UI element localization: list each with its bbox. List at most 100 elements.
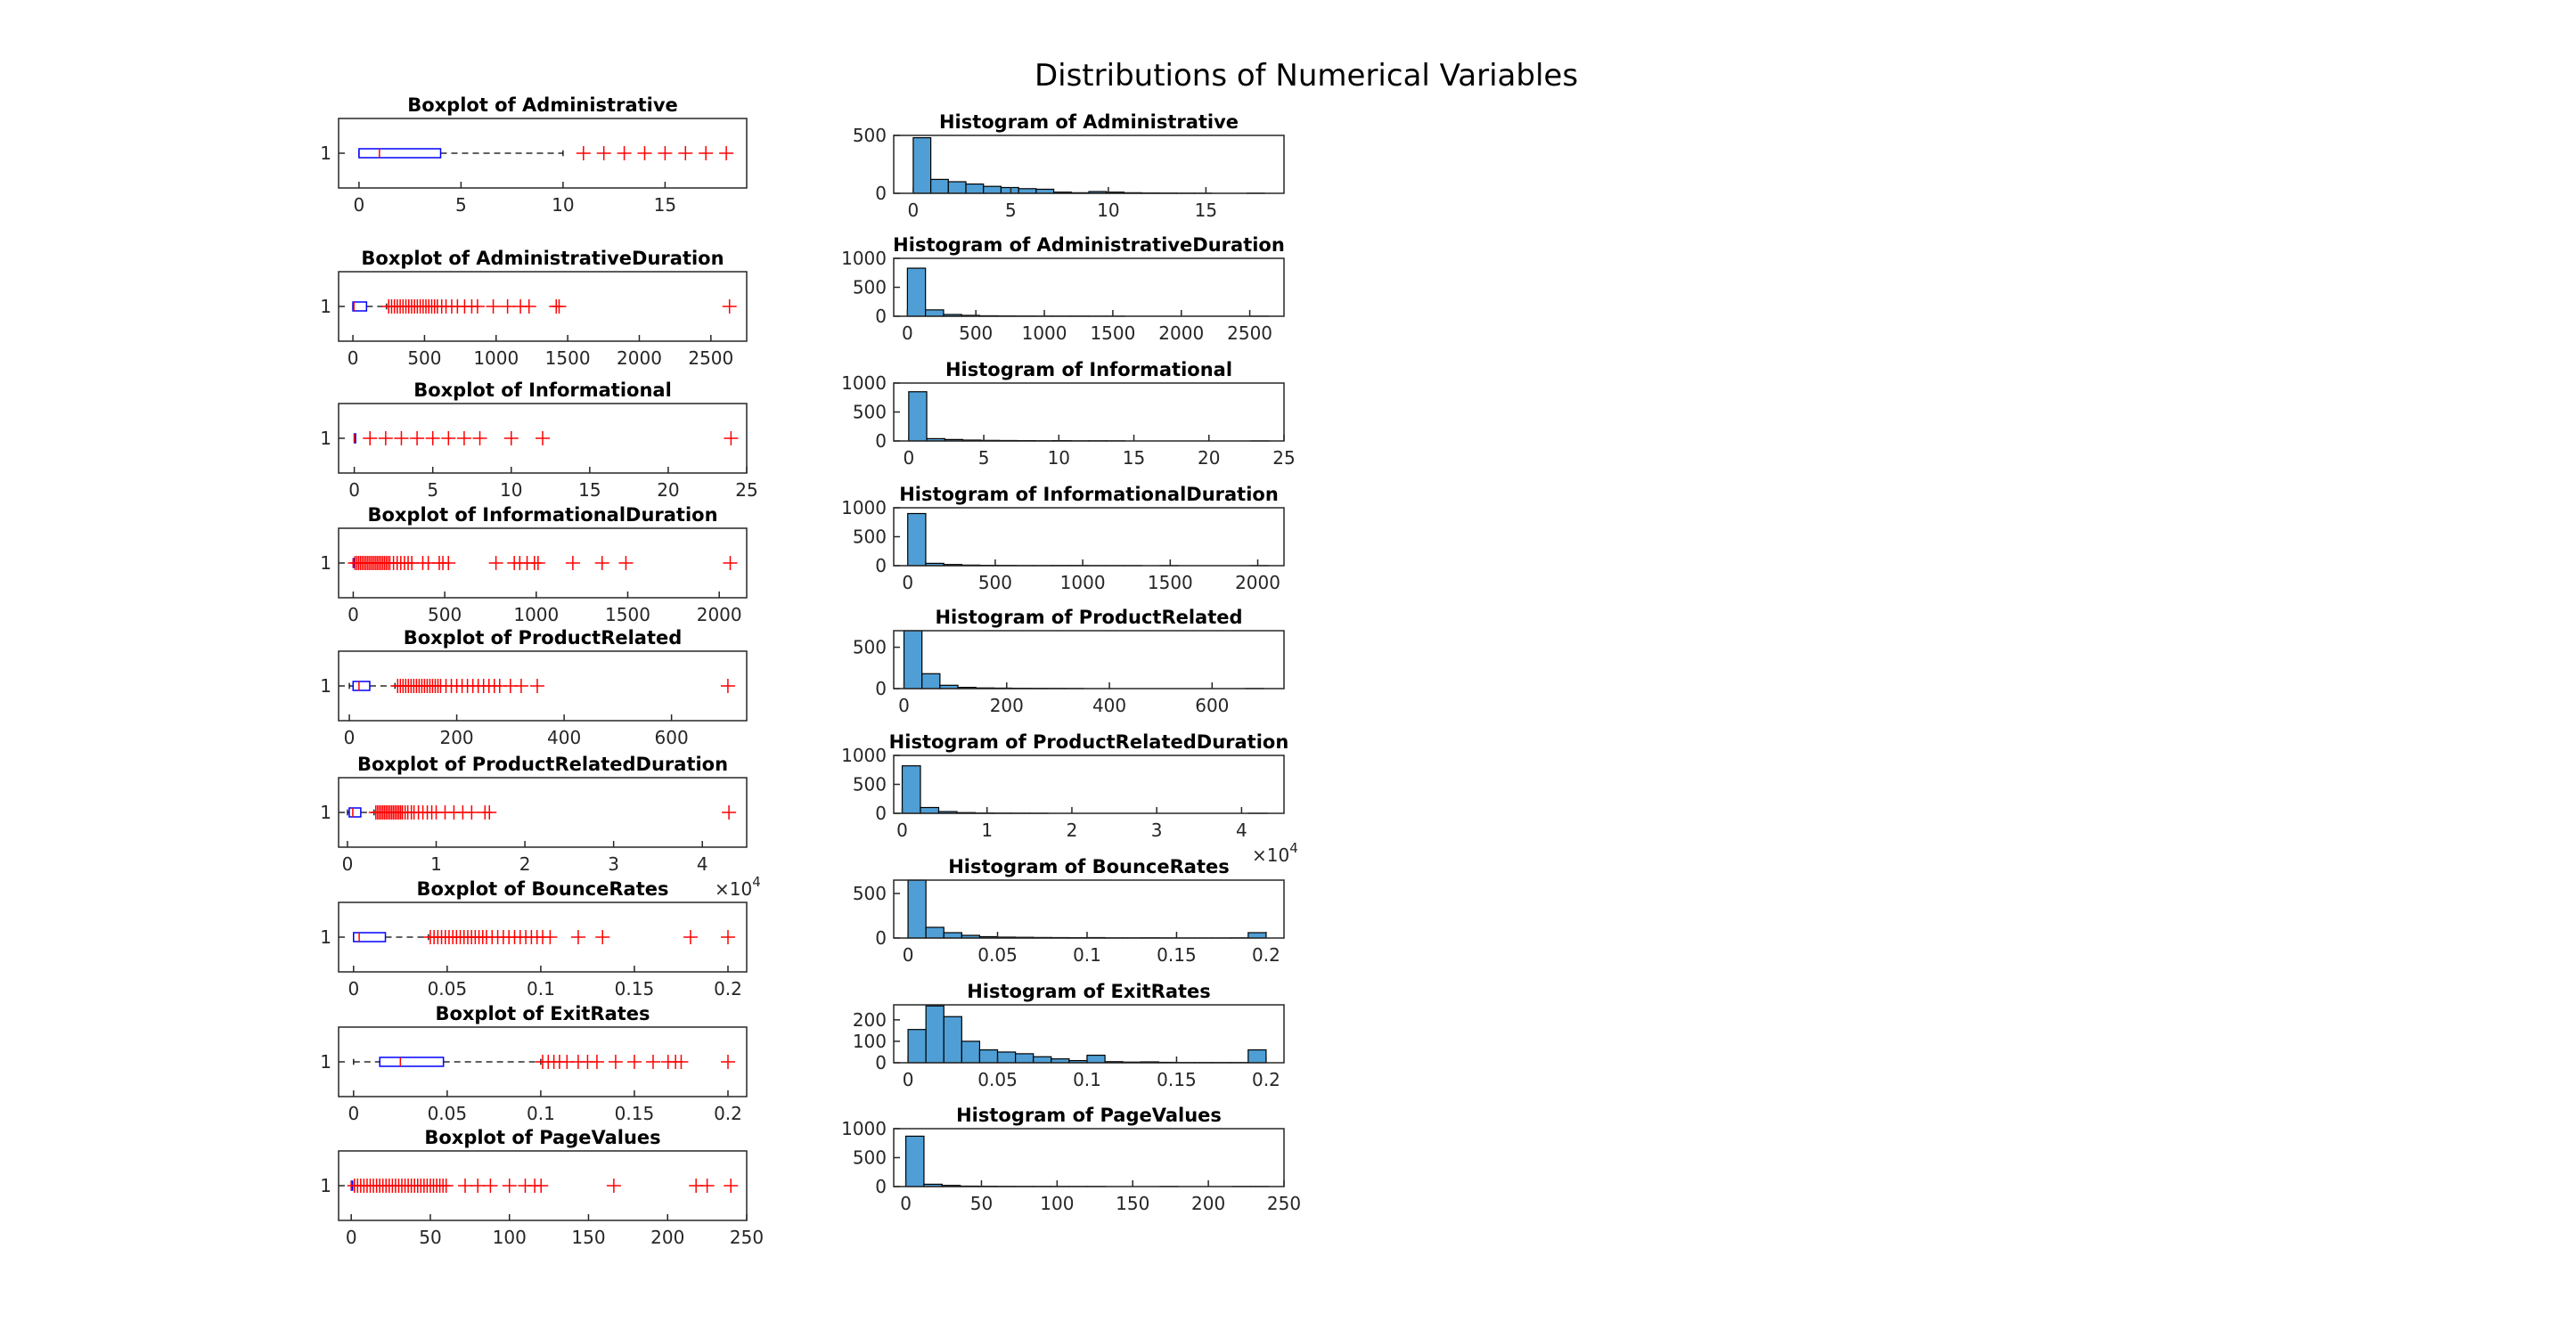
histogram-panel: Histogram of BounceRates 0 500 0 0.05 0.1 0.15…: [853, 856, 1285, 966]
boxplot-outlier: [617, 146, 632, 160]
histogram-ytick-label: 0: [875, 1052, 887, 1073]
boxplot-outlier: [500, 299, 515, 314]
chart-2-xtick-label: 1500: [545, 347, 591, 369]
histogram-panel: Histogram of Administrative 0 500 0 5 10 15: [853, 111, 1285, 221]
chart-15-xtick-label: 0: [903, 1069, 914, 1090]
chart-11-xtick-label: 1: [981, 820, 993, 841]
boxplot-outlier: [570, 930, 585, 944]
chart-10-xtick-label: 1: [430, 853, 442, 875]
boxplot-outlier: [441, 431, 456, 445]
chart-15-xtick-label: 0.2: [1252, 1069, 1280, 1090]
chart-13-xtick-label: 0.1: [1073, 944, 1101, 966]
boxplot-outlier: [543, 930, 558, 944]
panel-title: Histogram of ExitRates: [967, 981, 1211, 1002]
boxplot-ytick-label: 1: [320, 552, 331, 574]
histogram-panel: Histogram of ProductRelated 0 500 0 200 400 60…: [853, 607, 1285, 716]
histogram-bar: [1000, 186, 1019, 194]
panel-title: Histogram of InformationalDuration: [899, 484, 1279, 505]
histogram-bar: [901, 765, 921, 814]
chart-11-x-exponent: ×104: [1252, 840, 1298, 866]
chart-17-xtick-label: 0: [900, 1193, 912, 1214]
chart-10-xtick-label: 2: [519, 853, 531, 875]
histogram-ytick-label: 0: [875, 678, 887, 699]
panel-title: Boxplot of ExitRates: [435, 1003, 650, 1024]
chart-11-x-exponent-power: 4: [1289, 840, 1298, 856]
panel-title: Boxplot of InformationalDuration: [367, 504, 717, 526]
chart-10-xtick-label: 0: [342, 853, 354, 875]
histogram-bar: [904, 1135, 925, 1187]
boxplot-outlier: [470, 1179, 486, 1193]
chart-17-xtick-label: 100: [1040, 1193, 1074, 1214]
boxplot-outlier: [674, 1055, 689, 1069]
boxplot-ytick-label: 1: [320, 296, 331, 317]
chart-4-xtick-label: 15: [578, 479, 601, 501]
chart-8-xtick-label: 200: [439, 727, 473, 748]
boxplot-outlier: [565, 556, 580, 570]
histogram-ytick-label: 500: [853, 526, 887, 548]
histogram-bar: [943, 932, 962, 939]
histogram-panel: Histogram of InformationalDuration 0 500 10…: [841, 484, 1285, 593]
chart-8-xtick-label: 600: [655, 727, 689, 748]
boxplot-outlier: [699, 146, 714, 160]
histogram-bar: [996, 1051, 1017, 1064]
chart-7-xtick-label: 1000: [1060, 572, 1106, 593]
histogram-panel: Histogram of PageValues 0 500 1000 0 50 100 150…: [841, 1105, 1301, 1214]
chart-0-xtick-label: 15: [654, 194, 676, 216]
histogram-bar: [921, 673, 941, 689]
chart-4-xtick-label: 0: [348, 479, 360, 501]
boxplot-ytick-label: 1: [320, 1051, 331, 1073]
histogram-panel: Histogram of ProductRelatedDuration 0 500 1…: [841, 731, 1298, 866]
panel-title: Boxplot of AdministrativeDuration: [361, 248, 724, 269]
histogram-bar: [983, 185, 1002, 194]
histogram-ytick-label: 200: [853, 1009, 887, 1031]
histogram-ytick-label: 0: [875, 555, 887, 576]
panel-title: Histogram of Informational: [945, 359, 1232, 380]
chart-3-xtick-label: 0: [902, 322, 913, 344]
boxplot-ytick-label: 1: [320, 1175, 331, 1196]
boxplot-outlier: [503, 431, 519, 445]
boxplot-ytick-label: 1: [320, 428, 331, 449]
chart-9-xtick-label: 0: [898, 695, 910, 716]
boxplot-outlier: [534, 1179, 549, 1193]
histogram-ytick-label: 0: [875, 803, 887, 824]
boxplot-outlier: [724, 431, 739, 445]
histogram-ytick-label: 0: [875, 306, 887, 327]
chart-17-xtick-label: 50: [970, 1193, 993, 1214]
boxplot-outlier: [576, 146, 591, 160]
histogram-bar: [925, 1005, 945, 1064]
boxplot-outlier: [699, 1179, 715, 1193]
chart-0-xtick-label: 0: [354, 194, 365, 216]
chart-5-xtick-label: 10: [1048, 447, 1070, 469]
boxplot-outlier: [425, 431, 440, 445]
boxplot-outlier: [552, 299, 567, 314]
boxplot-panel: Boxplot of ExitRates 1 0 0.05 0.1 0.15 0.2: [320, 1003, 748, 1124]
chart-17-xtick-label: 150: [1116, 1193, 1149, 1214]
histogram-ytick-label: 1000: [841, 1118, 887, 1139]
chart-13-xtick-label: 0.05: [977, 944, 1018, 966]
boxplot-panel: Boxplot of AdministrativeDuration 1 0 500 10…: [320, 248, 748, 369]
boxplot-outlier: [720, 679, 735, 693]
histogram-axes: [893, 507, 1285, 567]
panel-title: Histogram of BounceRates: [948, 856, 1230, 877]
boxplot-outlier: [678, 146, 693, 160]
chart-6-xtick-label: 1500: [605, 604, 650, 625]
panel-title: Histogram of Administrative: [939, 111, 1239, 133]
histogram-bar: [925, 926, 945, 939]
histogram-axes: [893, 257, 1285, 317]
boxplot-outlier: [536, 431, 550, 445]
histogram-bar: [1086, 1054, 1106, 1064]
histogram-bar: [943, 1016, 962, 1064]
boxplot-panel: Boxplot of InformationalDuration 1 0 500 100…: [320, 504, 748, 625]
histogram-ytick-label: 500: [853, 883, 887, 904]
histogram-ytick-label: 100: [853, 1031, 887, 1052]
boxplot-outlier: [724, 1179, 739, 1193]
histogram-ytick-label: 500: [853, 1147, 887, 1169]
chart-12-xtick-label: 0.1: [527, 978, 555, 999]
histogram-ytick-label: 0: [875, 183, 887, 204]
histogram-axes: [893, 1128, 1285, 1187]
boxplot-box: [352, 301, 368, 312]
chart-13-xtick-label: 0.15: [1157, 944, 1197, 966]
boxplot-outlier: [378, 431, 393, 445]
chart-1-xtick-label: 5: [1005, 200, 1017, 221]
